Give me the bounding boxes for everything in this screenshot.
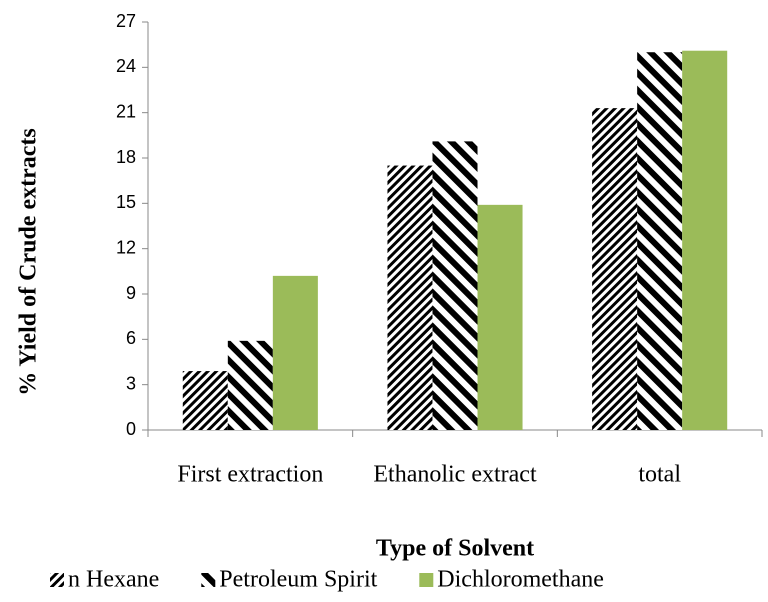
y-tick-label: 9 [126,283,136,303]
bar [432,141,478,430]
x-axis-title: Type of Solvent [376,536,534,562]
bar [227,340,273,430]
x-tick-label: Ethanolic extract [373,462,537,488]
y-tick-label: 12 [116,237,136,257]
y-tick-label: 18 [116,147,136,167]
y-tick-label: 6 [126,328,136,348]
bar [182,371,228,430]
bar [387,165,433,431]
bar [272,275,318,430]
legend-label: n Hexane [68,567,159,593]
y-tick-label: 27 [116,11,136,31]
x-tick-label: total [638,462,681,488]
y-tick-label: 24 [116,56,136,76]
bar [592,108,638,430]
bar [682,50,728,430]
y-tick-label: 15 [116,192,136,212]
legend-label: Dichloromethane [437,567,604,593]
legend-swatch [419,573,434,587]
legend-swatch [201,573,216,587]
bar [477,204,523,430]
y-tick-label: 21 [116,101,136,121]
legend-label: Petroleum Spirit [219,567,377,593]
y-axis-title: % Yield of Crude extracts [16,128,42,396]
y-tick-label: 0 [126,419,136,439]
legend-swatch [50,573,64,587]
x-tick-label: First extraction [177,462,323,488]
bar [637,52,683,430]
y-tick-label: 3 [126,373,136,393]
